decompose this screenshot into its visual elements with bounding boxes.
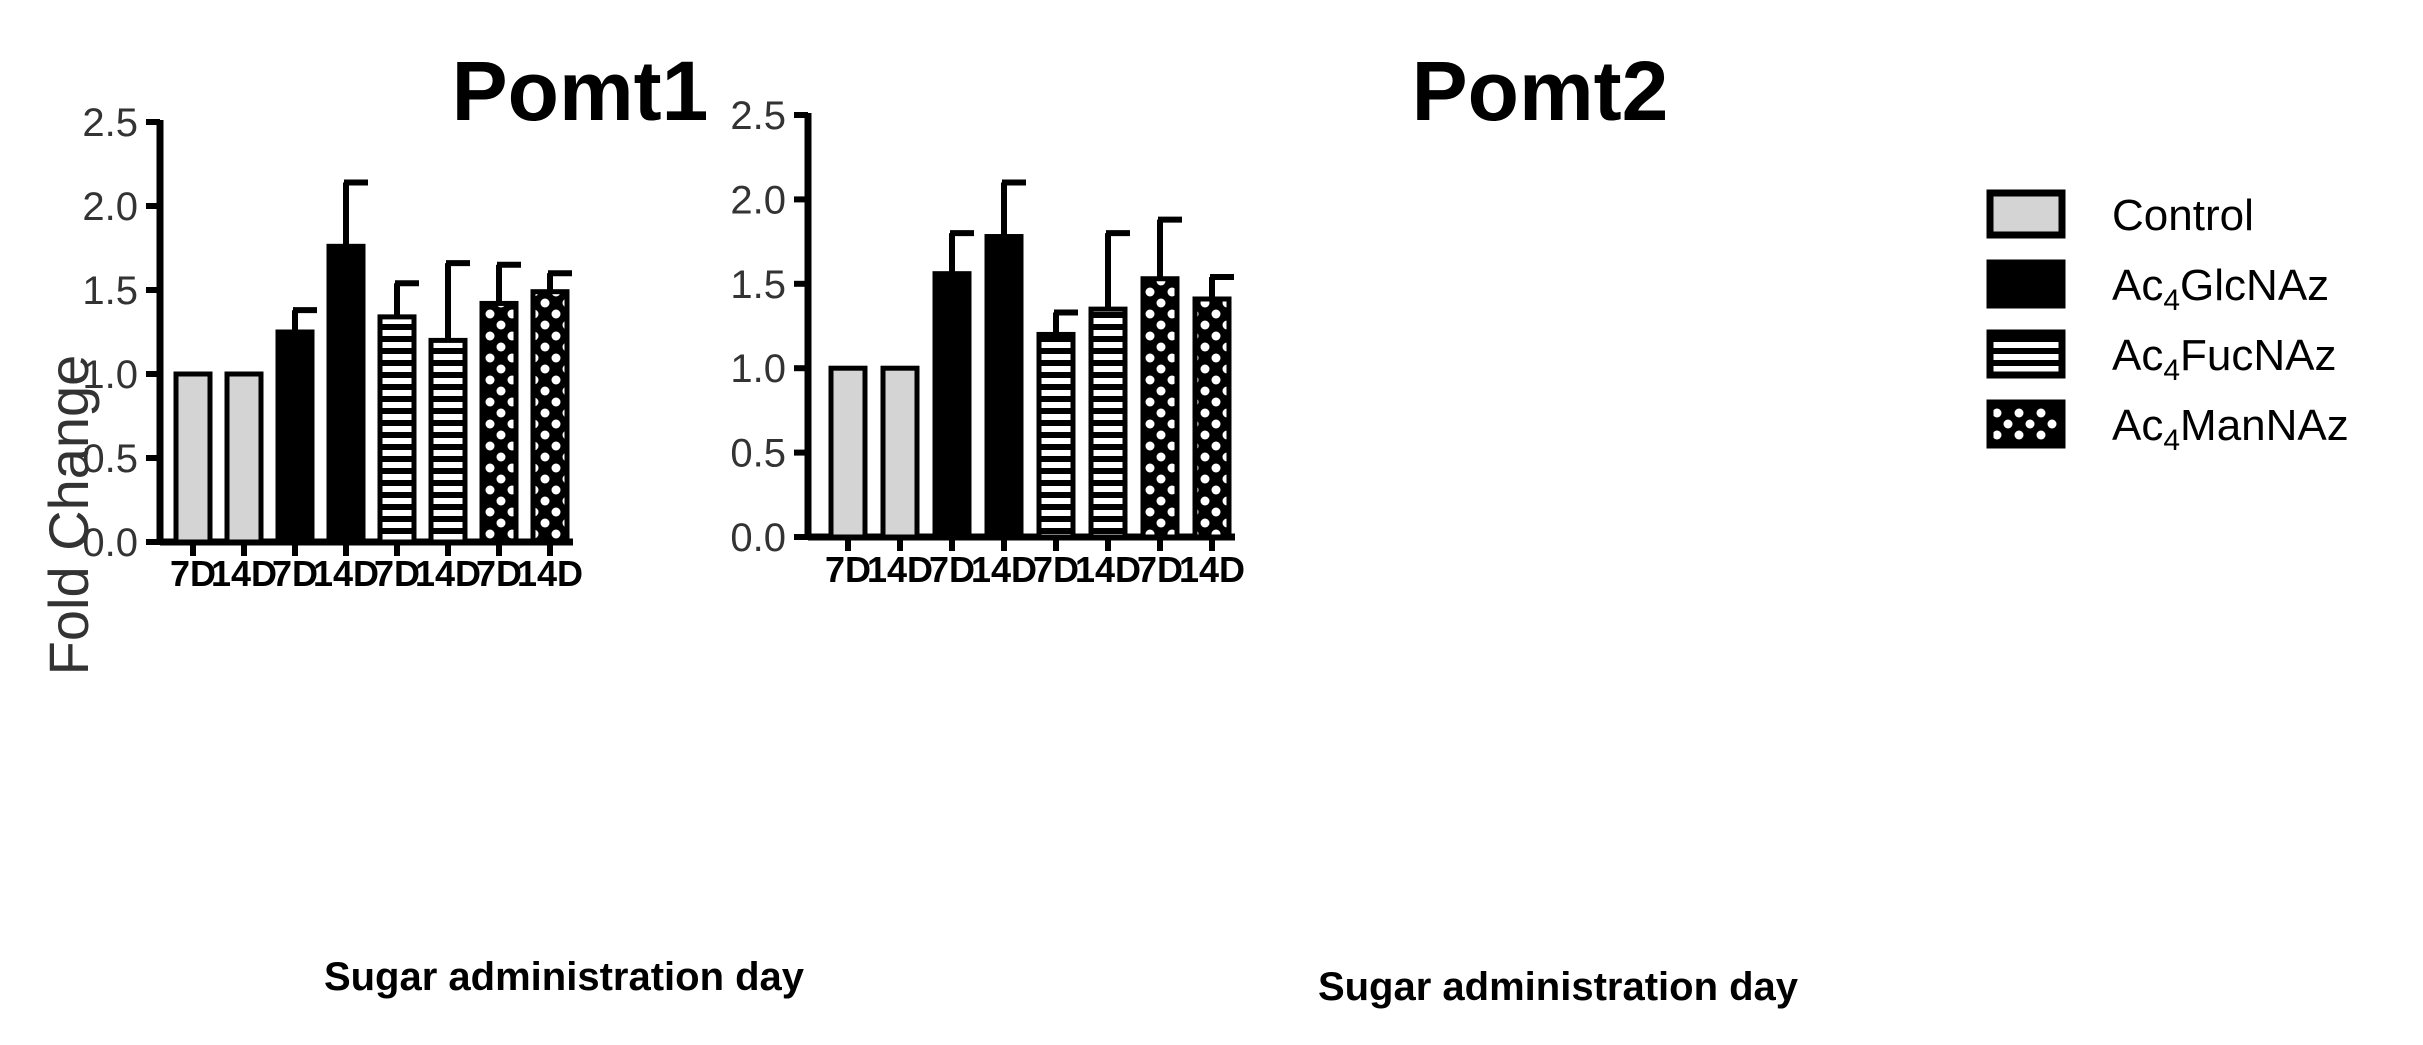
y-tick-label: 0.0	[730, 516, 786, 560]
legend-label: Control	[2112, 191, 2254, 240]
x-tick-label: 7D	[170, 553, 216, 594]
y-tick-label: 0.5	[82, 437, 138, 481]
bar-ac4fucnaz-7d	[377, 314, 417, 545]
bars	[828, 179, 1234, 540]
x-axis-label: Sugar administration day	[324, 955, 805, 999]
bar-ac4glcnaz-7d	[275, 329, 315, 545]
chart-title: Pomt2	[1412, 44, 1669, 138]
y-tick-label: 1.5	[730, 263, 786, 307]
y-tick-labels: 0.0 0.5 1.0 1.5 2.0 2.5	[730, 94, 786, 560]
y-tick-label: 1.0	[730, 347, 786, 391]
x-tick-label: 14D	[415, 553, 481, 594]
y-tick-label: 1.0	[82, 353, 138, 397]
bar-ac4glcnaz-14d	[326, 243, 366, 545]
bar-ac4mannaz-14d	[1192, 296, 1232, 540]
y-tick-label: 0.5	[730, 432, 786, 476]
bar-ac4mannaz-7d	[1140, 276, 1180, 540]
y-tick-label: 2.5	[82, 101, 138, 145]
x-tick-label: 7D	[929, 549, 975, 590]
x-tick-label: 7D	[374, 553, 420, 594]
x-tick-label: 14D	[971, 549, 1037, 590]
legend-label: Ac4FucNAz	[2112, 331, 2337, 387]
legend-item-control: Control	[1986, 189, 2254, 240]
bar-ac4mannaz-7d	[479, 300, 519, 545]
chart-title: Pomt1	[452, 44, 709, 138]
x-tick-label: 7D	[825, 549, 871, 590]
legend-swatch	[1986, 189, 2066, 239]
bar-control-14d	[224, 371, 264, 545]
y-tick-label: 2.0	[82, 185, 138, 229]
legend-swatch	[1986, 259, 2066, 309]
legend-item-ac4fucnaz: Ac4FucNAz	[1986, 329, 2337, 387]
y-axis-label: Fold Change	[37, 355, 100, 676]
x-tick-label: 14D	[211, 553, 277, 594]
legend-item-ac4glcnaz: Ac4GlcNAz	[1986, 259, 2329, 317]
bar-ac4glcnaz-7d	[932, 271, 972, 540]
x-tick-label: 7D	[476, 553, 522, 594]
bars	[173, 179, 572, 545]
legend-item-ac4mannaz: Ac4ManNAz	[1986, 399, 2349, 457]
x-tick-label: 14D	[1075, 549, 1141, 590]
y-tick-label: 0.0	[82, 521, 138, 565]
y-tick-label: 2.0	[730, 178, 786, 222]
bar-ac4fucnaz-14d	[1088, 306, 1128, 540]
legend-swatch	[1986, 329, 2066, 379]
bar-ac4fucnaz-7d	[1036, 331, 1076, 540]
x-tick-label: 7D	[1137, 549, 1183, 590]
bar-ac4glcnaz-14d	[984, 234, 1024, 540]
bar-control-14d	[880, 365, 920, 540]
x-tick-label: 7D	[1033, 549, 1079, 590]
legend-label: Ac4ManNAz	[2112, 401, 2349, 457]
legend-label: Ac4GlcNAz	[2112, 261, 2329, 317]
bar-ac4fucnaz-14d	[428, 337, 468, 545]
chart-pomt2: Pomt2 0.00.51.01.52.02.5 7D14D7D14D7D14D…	[730, 44, 1798, 1009]
legend: Control Ac4GlcNAz Ac4FucNAz Ac4ManNAz	[1986, 189, 2349, 457]
y-tick-label: 2.5	[730, 94, 786, 138]
x-tick-label: 14D	[867, 549, 933, 590]
x-axis-label: Sugar administration day	[1318, 965, 1799, 1009]
bar-ac4mannaz-14d	[530, 289, 570, 545]
x-tick-label: 14D	[1179, 549, 1245, 590]
chart-pomt1: Pomt1 Fold Change 0.00.51.01.52.02.5 7D1…	[37, 44, 805, 999]
y-tick-label: 1.5	[82, 269, 138, 313]
bar-control-7d	[828, 365, 868, 540]
legend-swatch	[1986, 399, 2066, 449]
x-tick-label: 7D	[272, 553, 318, 594]
x-tick-label: 14D	[313, 553, 379, 594]
y-tick-labels: 0.0 0.5 1.0 1.5 2.0 2.5	[82, 101, 138, 565]
bar-control-7d	[173, 371, 213, 545]
x-tick-label: 14D	[517, 553, 583, 594]
